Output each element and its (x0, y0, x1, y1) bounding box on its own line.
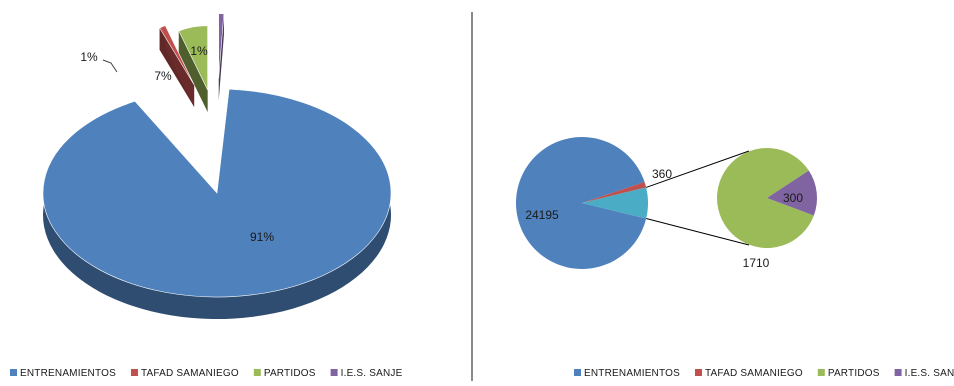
pie-data-label-entrenamientos: 24195 (525, 208, 559, 222)
pie3d-data-label-tafad-samaniego: 1% (80, 50, 98, 64)
pie-data-label-tafad-samaniego: 360 (652, 167, 672, 181)
pie-slice-i-e-s-sanje (767, 170, 817, 216)
legend-label-tafad-samaniego: TAFAD SAMANIEGO (705, 368, 803, 379)
pie3d-slice-i-e-s-sanje (218, 13, 225, 101)
pie-slice-other (582, 187, 648, 219)
chart-divider (471, 12, 473, 381)
legend-swatch-entrenamientos (574, 369, 581, 376)
pie3d-top-tafad-samaniego (159, 25, 195, 86)
pie-data-label-i-e-s-sanje: 300 (783, 191, 803, 205)
pie-slice-partidos (717, 147, 814, 248)
pie3d-data-label-i-e-s-sanje: 1% (190, 44, 208, 58)
pie3d-top-entrenamientos (42, 88, 392, 298)
pie3d-slice-partidos (178, 25, 208, 113)
pie-of-pie-chart-svg: 24195 360 1710 300 ENTRENAMIENTOS TAFAD SAMAN… (516, 136, 954, 379)
legend-swatch-entrenamientos (10, 369, 17, 376)
pie-slice-tafad-samaniego (582, 182, 647, 203)
legend-swatch-partidos (817, 369, 825, 376)
legend-swatch-tafad-samaniego (694, 369, 702, 376)
legend-swatch-i-e-s-sanje (330, 369, 338, 376)
pie3d-slice-entrenamientos (42, 88, 392, 319)
pie3d-top-partidos (178, 25, 208, 91)
pie3d-top-i-e-s-sanje (218, 13, 225, 79)
pie-chart-3d-percentages: 91% 1% 7% 1% ENTRENAMIENTOS TAFAD SAMANIEGO PA… (0, 0, 472, 381)
legend-left: ENTRENAMIENTOS TAFAD SAMANIEGO PARTIDOS I.E… (10, 368, 403, 379)
pie-slice-entrenamientos (516, 136, 647, 269)
legend-swatch-partidos (253, 369, 261, 376)
legend-label-entrenamientos: ENTRENAMIENTOS (584, 368, 680, 379)
legend-label-tafad-samaniego: TAFAD SAMANIEGO (141, 368, 239, 379)
legend-swatch-i-e-s-sanje (894, 369, 902, 376)
legend-label-entrenamientos: ENTRENAMIENTOS (20, 368, 116, 379)
legend-label-i-e-s-sanje: I.E.S. SANJE (905, 368, 954, 379)
pie-chart-3d-svg: 91% 1% 7% 1% ENTRENAMIENTOS TAFAD SAMANIEGO PA… (10, 13, 403, 379)
connector-line-top (645, 150, 750, 188)
connector-line-bottom (646, 218, 750, 246)
legend-swatch-tafad-samaniego (130, 369, 138, 376)
legend-label-partidos: PARTIDOS (828, 368, 880, 379)
pie-data-label-partidos: 1710 (743, 256, 770, 270)
pie3d-data-label-entrenamientos: 91% (250, 230, 274, 244)
legend-label-partidos: PARTIDOS (264, 368, 316, 379)
pie3d-data-label-partidos: 7% (154, 69, 172, 83)
legend-label-i-e-s-sanje: I.E.S. SANJE (341, 368, 403, 379)
pie3d-slice-tafad-samaniego (159, 25, 195, 107)
label-leader-line (102, 59, 118, 73)
pie-of-pie-chart-values: 24195 360 1710 300 ENTRENAMIENTOS TAFAD SAMAN… (476, 0, 954, 381)
legend-right: ENTRENAMIENTOS TAFAD SAMANIEGO PARTIDOS I.E… (574, 368, 954, 379)
